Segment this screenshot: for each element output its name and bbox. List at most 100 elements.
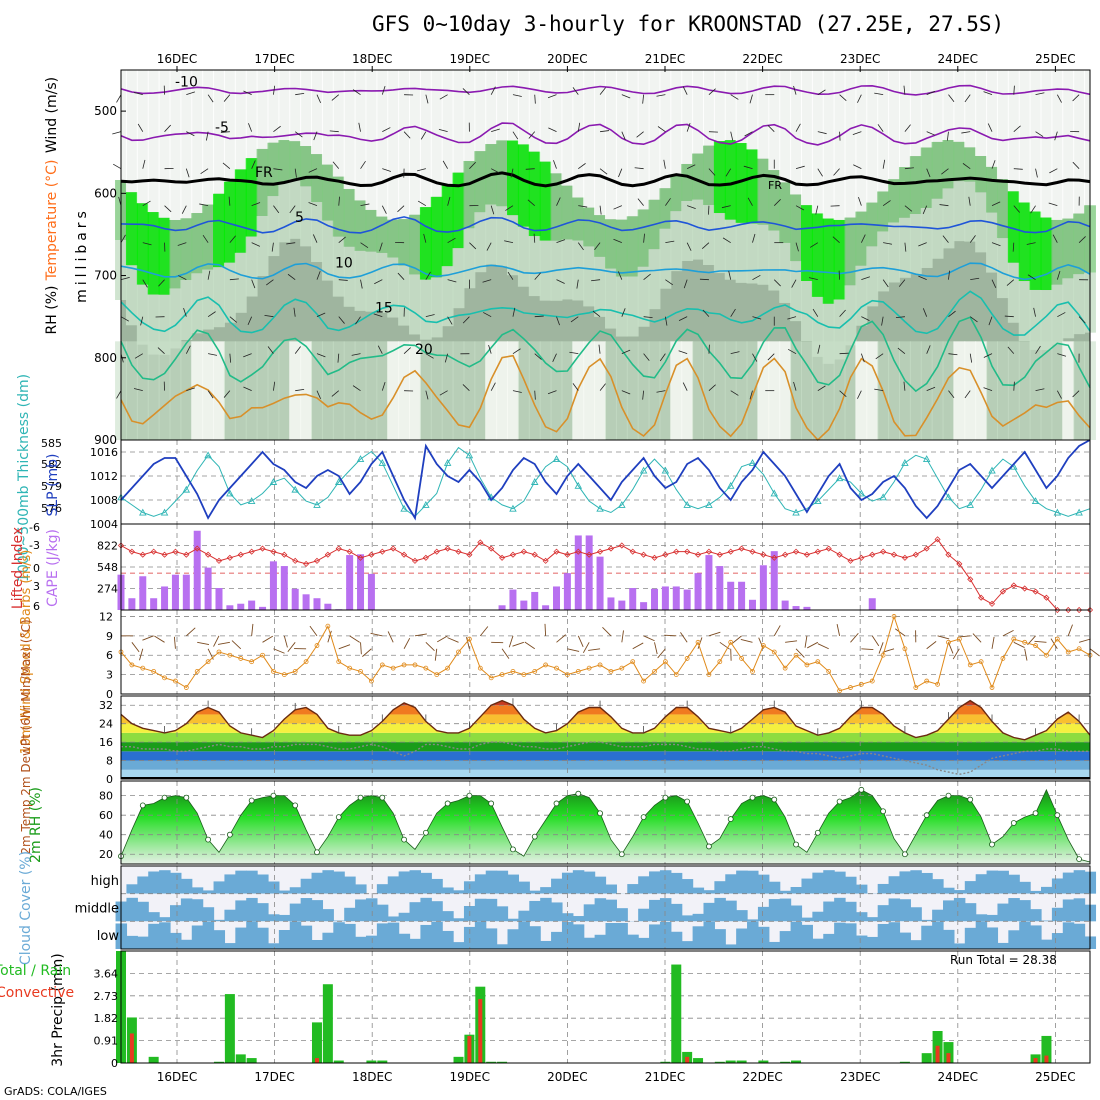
rh-mid-cell bbox=[996, 238, 1009, 299]
upper-wind-barb bbox=[749, 94, 753, 104]
lifted-index-point bbox=[226, 554, 233, 561]
cloud-cell bbox=[845, 923, 857, 949]
upper-wind-barb bbox=[133, 92, 143, 96]
rh-point bbox=[727, 816, 734, 822]
slp-thickness-panel: 585 582 579 576 1016 1012 1008 1004 bbox=[41, 437, 1091, 531]
upper-wind-barb bbox=[512, 348, 521, 355]
rh-point bbox=[640, 814, 647, 821]
upper-wind-barb bbox=[939, 204, 949, 207]
rh-low-cell bbox=[681, 341, 694, 440]
upper-wind-barb bbox=[678, 350, 688, 355]
wind-speed-point bbox=[173, 678, 178, 684]
cloud-cell bbox=[376, 884, 389, 894]
cloud-cell bbox=[997, 942, 1009, 949]
rh-dry-cell bbox=[517, 70, 530, 145]
rh-moist-cell bbox=[202, 204, 215, 270]
thickness-point bbox=[770, 489, 779, 497]
upper-wind-barb bbox=[1057, 353, 1067, 357]
rh-low-cell bbox=[713, 341, 726, 440]
thickness-point bbox=[683, 500, 691, 508]
cape-bar bbox=[803, 606, 811, 610]
upper-wind-barb bbox=[991, 160, 996, 169]
cloud-cell bbox=[899, 871, 911, 894]
wind-speed-point bbox=[129, 662, 135, 668]
upper-wind-barb bbox=[599, 168, 608, 175]
cloud-cell bbox=[267, 914, 280, 922]
surface-wind-barb bbox=[466, 637, 470, 649]
surface-wind-barb bbox=[708, 631, 721, 637]
lifted-index-point bbox=[803, 551, 810, 558]
wind-speed-point bbox=[946, 639, 951, 645]
lifted-index-point bbox=[760, 551, 767, 558]
cloud-cell bbox=[1008, 874, 1020, 894]
cloud-cell bbox=[561, 921, 574, 949]
upper-wind-barb bbox=[379, 242, 383, 252]
upper-wind-barb bbox=[725, 168, 732, 177]
wind-speed-point bbox=[390, 665, 396, 671]
cloud-cell bbox=[453, 942, 465, 949]
date-tick-bottom: 24DEC bbox=[938, 1070, 978, 1084]
lifted-index-point bbox=[172, 548, 179, 555]
rh-low-cell bbox=[561, 341, 574, 440]
wind-speed-point bbox=[281, 672, 287, 678]
surface-wind-barb bbox=[731, 635, 742, 644]
lifted-index-point bbox=[499, 554, 506, 561]
wind-speed-point bbox=[989, 685, 995, 690]
upper-wind-barb bbox=[243, 353, 252, 358]
cloud-cell bbox=[692, 926, 705, 949]
cloud-cell bbox=[344, 907, 356, 922]
surface-wind-barb bbox=[283, 635, 288, 648]
wind-speed-point bbox=[303, 659, 309, 665]
upper-wind-barb bbox=[787, 316, 797, 320]
rh-mid-cell bbox=[517, 226, 530, 287]
upper-wind-barb bbox=[970, 277, 980, 281]
rh-point bbox=[270, 792, 277, 799]
precip-total-bar bbox=[943, 1042, 954, 1063]
wind-speed-point bbox=[641, 678, 647, 684]
rh-low-cell bbox=[757, 341, 770, 440]
upper-wind-barb bbox=[510, 168, 514, 178]
cloud-cell bbox=[333, 922, 345, 949]
rh-moist-cell bbox=[158, 217, 171, 295]
rh-mid-cell bbox=[909, 214, 922, 275]
upper-wind-barb bbox=[351, 353, 361, 356]
surface-wind-barb bbox=[131, 642, 140, 653]
rh-moist-cell bbox=[931, 141, 944, 199]
surface-wind-barb bbox=[370, 632, 383, 637]
upper-wind-barb bbox=[294, 131, 303, 138]
rh-low-cell bbox=[267, 341, 280, 440]
rh-dry-cell bbox=[136, 70, 149, 204]
temp-color-band bbox=[121, 742, 1090, 752]
upper-wind-barb bbox=[657, 126, 666, 132]
cloud-cell bbox=[191, 925, 204, 949]
cloud-cell bbox=[311, 872, 324, 894]
cloud-cell bbox=[126, 897, 138, 922]
upper-wind-barb bbox=[621, 308, 626, 317]
temp-color-band bbox=[121, 769, 1090, 779]
cloud-cell bbox=[561, 913, 574, 922]
cloud-cell bbox=[191, 899, 204, 922]
upper-wind-barb bbox=[969, 235, 976, 243]
rh-moist-cell bbox=[289, 141, 302, 179]
surface-wind-barb bbox=[1013, 641, 1025, 648]
cloud-cell bbox=[638, 937, 650, 949]
upper-wind-barb bbox=[621, 131, 626, 141]
cloud-cell bbox=[1008, 930, 1020, 949]
upper-wind-barb bbox=[942, 235, 949, 243]
upper-wind-barb bbox=[795, 123, 801, 132]
surface-wind-barb bbox=[524, 641, 535, 650]
cape-bar bbox=[716, 566, 724, 610]
lifted-index-point bbox=[771, 554, 778, 561]
upper-wind-barb bbox=[113, 163, 122, 170]
cloud-cell bbox=[387, 916, 400, 922]
cloud-cell bbox=[246, 870, 258, 894]
upper-wind-barb bbox=[752, 274, 761, 281]
wind-speed-point bbox=[554, 665, 559, 671]
rh-dry-cell bbox=[953, 70, 966, 142]
upper-wind-barb bbox=[556, 279, 565, 284]
cloud-cell bbox=[496, 944, 509, 949]
rh-moist-cell bbox=[594, 215, 606, 257]
rh-dry-cell bbox=[996, 70, 1009, 180]
precip-total-bar bbox=[213, 1061, 224, 1063]
wind-speed-point bbox=[739, 656, 744, 661]
